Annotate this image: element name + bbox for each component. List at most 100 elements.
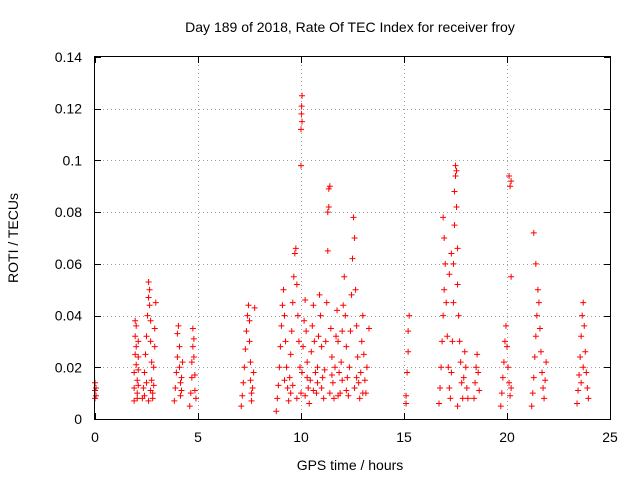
data-points bbox=[92, 92, 592, 415]
data-point bbox=[500, 359, 507, 366]
data-point bbox=[535, 299, 542, 306]
data-point bbox=[172, 384, 179, 391]
data-point bbox=[454, 245, 461, 252]
data-point bbox=[299, 92, 306, 99]
data-point bbox=[334, 307, 341, 314]
data-point bbox=[241, 364, 248, 371]
data-point bbox=[303, 328, 310, 335]
data-point bbox=[131, 397, 138, 404]
data-point bbox=[542, 377, 549, 384]
data-point bbox=[135, 382, 142, 389]
data-point bbox=[188, 359, 195, 366]
data-point bbox=[300, 343, 307, 350]
data-point bbox=[450, 299, 457, 306]
data-point bbox=[322, 338, 329, 345]
data-point bbox=[458, 379, 465, 386]
data-point bbox=[274, 395, 281, 402]
data-point bbox=[143, 333, 150, 340]
data-point bbox=[299, 369, 306, 376]
data-point bbox=[585, 395, 592, 402]
data-point bbox=[174, 353, 181, 360]
data-point bbox=[147, 317, 154, 324]
data-point bbox=[365, 325, 372, 332]
data-point bbox=[302, 392, 309, 399]
data-point bbox=[244, 312, 251, 319]
data-point bbox=[453, 203, 460, 210]
data-point bbox=[583, 369, 590, 376]
grid-lines bbox=[95, 57, 610, 419]
data-point bbox=[344, 374, 351, 381]
data-point bbox=[298, 162, 304, 169]
data-point bbox=[328, 353, 335, 360]
data-point bbox=[504, 343, 510, 350]
data-point bbox=[133, 361, 140, 368]
data-point bbox=[314, 379, 321, 386]
data-point bbox=[302, 297, 309, 304]
y-tick-label: 0.06 bbox=[55, 256, 82, 272]
data-point bbox=[143, 379, 150, 386]
data-point bbox=[319, 374, 326, 381]
data-point bbox=[441, 286, 448, 293]
data-point bbox=[497, 403, 504, 410]
data-point bbox=[578, 333, 585, 340]
data-point bbox=[134, 395, 141, 402]
data-point bbox=[177, 379, 184, 386]
data-point bbox=[298, 126, 304, 133]
data-point bbox=[355, 379, 362, 386]
data-point bbox=[351, 235, 358, 241]
data-point bbox=[529, 390, 536, 397]
y-axis-tick-labels: 0 0.02 0.04 0.06 0.08 0.1 0.12 0.14 bbox=[55, 49, 82, 427]
data-point bbox=[312, 369, 319, 376]
data-point bbox=[448, 369, 455, 376]
data-point bbox=[474, 351, 481, 358]
data-point bbox=[134, 390, 141, 397]
data-point bbox=[247, 359, 254, 366]
data-point bbox=[293, 281, 300, 288]
data-point bbox=[149, 395, 156, 402]
data-point bbox=[441, 235, 448, 241]
data-point bbox=[575, 387, 582, 394]
data-point bbox=[508, 384, 515, 391]
data-point bbox=[178, 387, 185, 394]
data-point bbox=[145, 397, 152, 404]
data-point bbox=[141, 369, 148, 376]
data-point bbox=[451, 188, 458, 195]
data-point bbox=[326, 183, 333, 190]
data-point bbox=[461, 348, 468, 355]
data-point bbox=[473, 364, 480, 371]
data-point bbox=[455, 312, 462, 319]
data-point bbox=[285, 397, 292, 404]
data-point bbox=[133, 322, 140, 329]
data-point bbox=[499, 374, 506, 381]
x-tick-label: 20 bbox=[499, 429, 515, 445]
data-point bbox=[132, 351, 139, 358]
data-point bbox=[320, 395, 327, 402]
data-point bbox=[327, 325, 334, 332]
y-tick-label: 0.02 bbox=[55, 359, 82, 375]
data-point bbox=[246, 338, 253, 345]
data-point bbox=[537, 348, 544, 355]
data-point bbox=[321, 366, 328, 373]
data-point bbox=[146, 302, 153, 309]
data-point bbox=[532, 260, 539, 267]
data-point bbox=[310, 302, 317, 309]
x-axis-label: GPS time / hours bbox=[297, 457, 404, 473]
data-point bbox=[177, 392, 184, 399]
data-point bbox=[296, 364, 303, 371]
data-point bbox=[304, 374, 311, 381]
data-point bbox=[457, 359, 464, 366]
x-tick-label: 25 bbox=[602, 429, 618, 445]
data-point bbox=[436, 400, 443, 407]
data-point bbox=[338, 359, 345, 366]
data-point bbox=[363, 364, 370, 371]
y-tick-label: 0.14 bbox=[55, 49, 82, 65]
data-point bbox=[357, 369, 364, 376]
data-point bbox=[323, 299, 330, 306]
y-tick-label: 0.12 bbox=[55, 101, 82, 117]
data-point bbox=[148, 377, 155, 384]
data-point bbox=[360, 351, 367, 358]
data-point bbox=[171, 397, 178, 404]
data-point bbox=[144, 312, 151, 319]
data-point bbox=[189, 343, 196, 350]
data-point bbox=[345, 392, 352, 399]
